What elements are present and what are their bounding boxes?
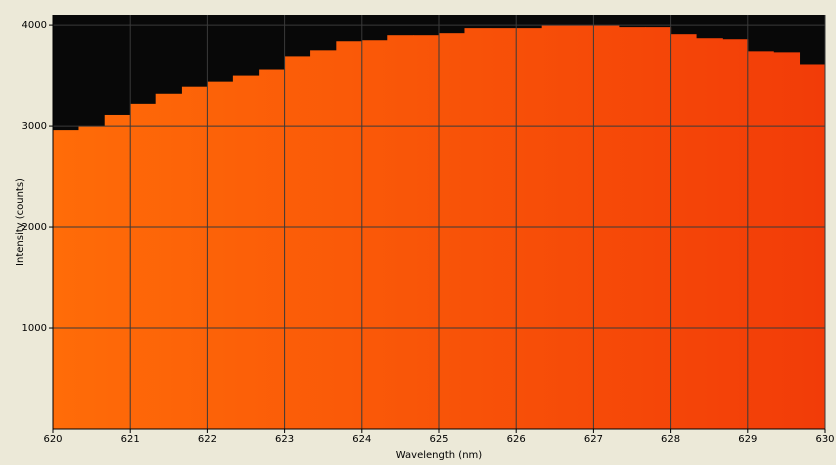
bar [490, 28, 517, 429]
x-tick-label: 628 [661, 434, 680, 445]
bar [439, 33, 465, 430]
x-tick-label: 626 [507, 434, 526, 445]
x-tick-label: 622 [198, 434, 217, 445]
bar [284, 56, 311, 430]
bar [104, 114, 131, 429]
bar [696, 38, 723, 429]
y-tick-label: 3000 [22, 121, 47, 132]
x-tick-label: 627 [584, 434, 603, 445]
bar [259, 69, 286, 430]
y-tick-label: 2000 [22, 222, 47, 233]
bar [413, 35, 440, 429]
bar [130, 103, 157, 430]
bar [310, 50, 337, 430]
bar [232, 75, 260, 430]
y-axis-label: Intensity (counts) [15, 178, 26, 266]
bar [670, 34, 697, 430]
bar [747, 51, 774, 429]
bar [361, 40, 388, 430]
y-tick-label: 4000 [22, 20, 47, 31]
x-tick-label: 630 [815, 434, 834, 445]
bar [336, 41, 363, 429]
bar [516, 28, 543, 429]
bar [181, 86, 208, 429]
x-axis-label: Wavelength (nm) [396, 450, 482, 461]
x-tick-label: 620 [43, 434, 62, 445]
x-tick-label: 621 [121, 434, 140, 445]
bar [464, 28, 492, 429]
y-tick-label: 1000 [22, 323, 47, 334]
bar [53, 130, 79, 430]
bar [387, 35, 415, 429]
bar [155, 93, 183, 429]
x-tick-label: 623 [275, 434, 294, 445]
x-tick-label: 624 [352, 434, 371, 445]
bar [773, 52, 801, 430]
bar [78, 126, 106, 429]
bar [645, 27, 672, 430]
bar [618, 27, 646, 430]
bar [799, 64, 826, 429]
x-tick-label: 629 [738, 434, 757, 445]
x-tick-label: 625 [429, 434, 448, 445]
bar [722, 39, 749, 430]
bar [207, 81, 234, 429]
